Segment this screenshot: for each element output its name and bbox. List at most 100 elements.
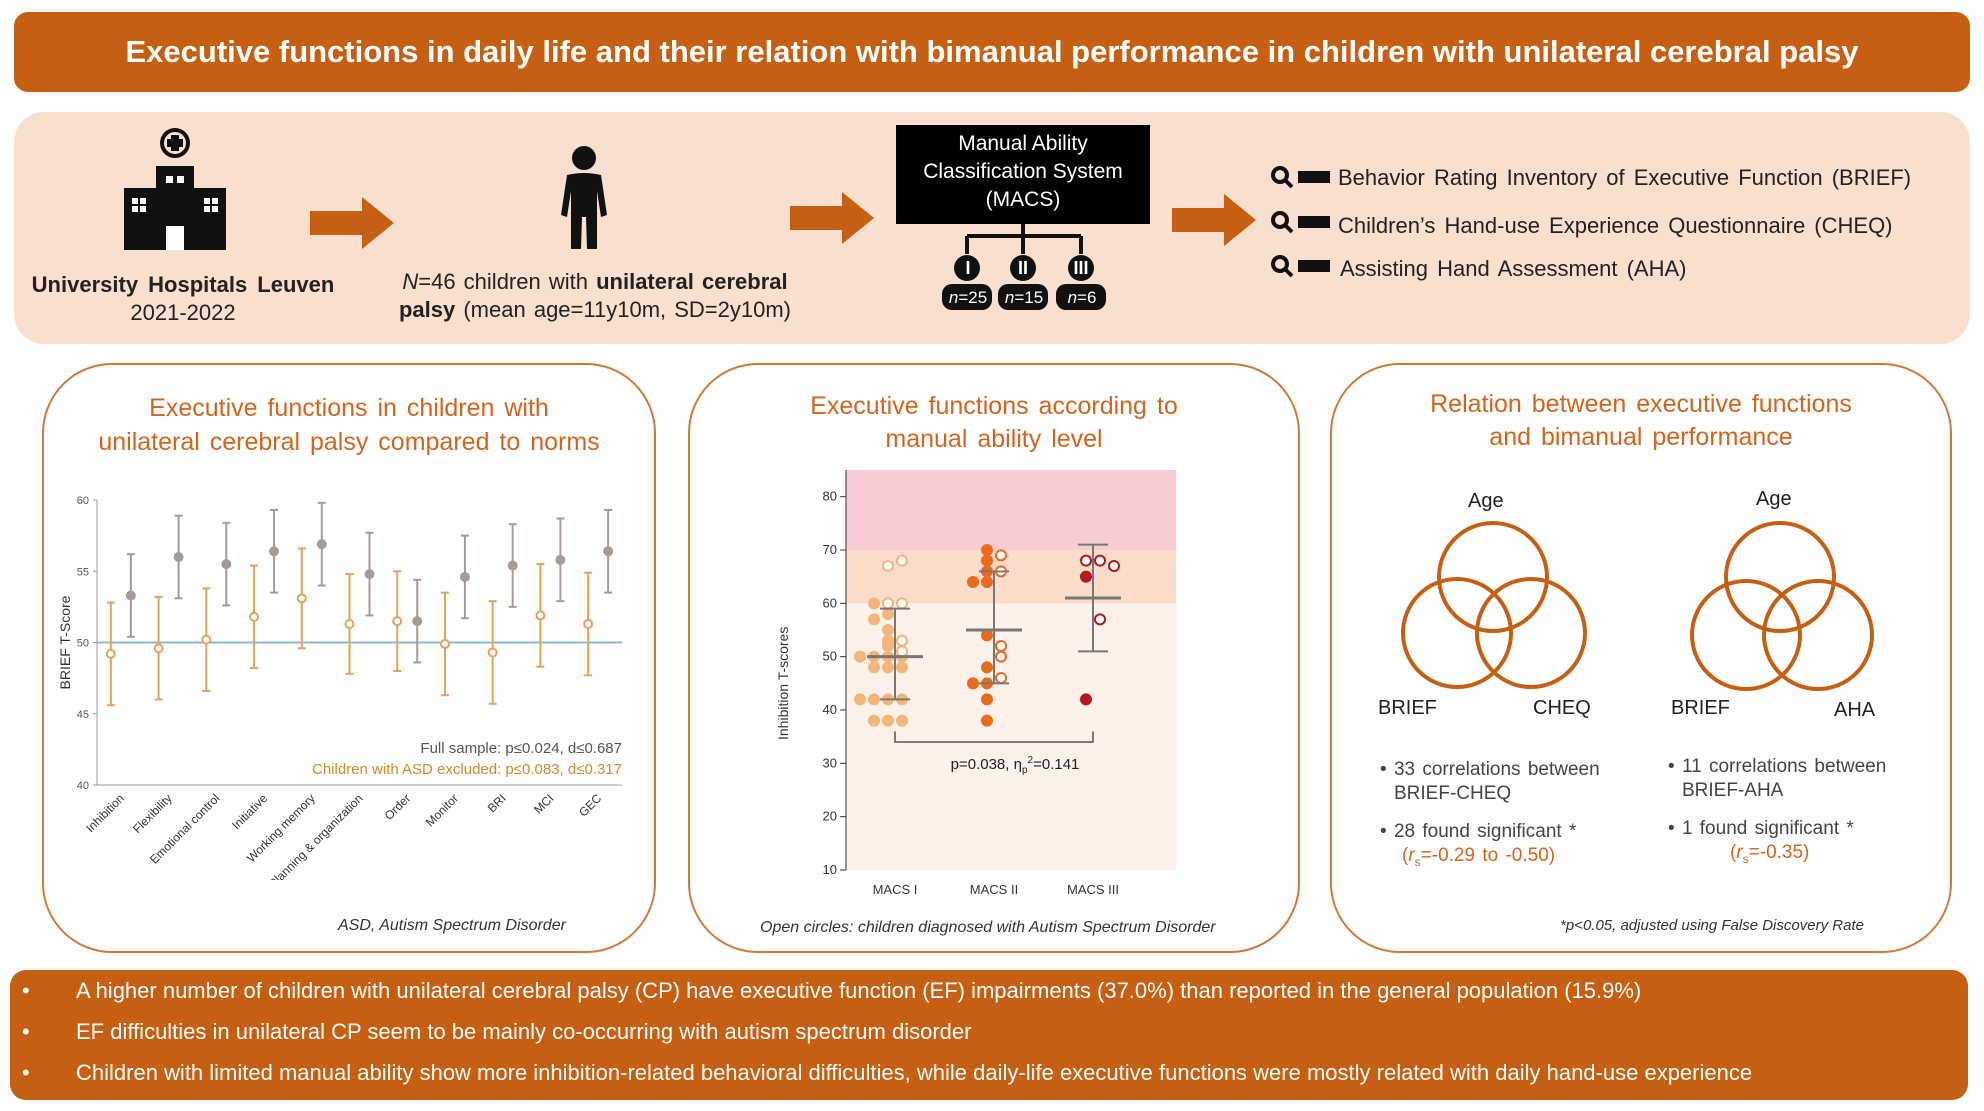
- panel3-title-line2: and bimanual performance: [1489, 423, 1793, 451]
- mean-point: [487, 647, 498, 658]
- data-point: [882, 661, 894, 674]
- x-tick-label: MACS II: [970, 882, 1018, 897]
- relations-bullets-cheq: • 33 correlations between BRIEF-CHEQ • 2…: [1380, 759, 1600, 869]
- hospital-years: 2021-2022: [130, 300, 236, 325]
- data-point: [981, 554, 993, 567]
- panel2-title-line1: Executive functions according to: [810, 392, 1178, 420]
- data-point: [981, 544, 993, 556]
- data-point: [854, 650, 866, 663]
- macs-line-3: (MACS): [985, 188, 1061, 211]
- y-tick-label: 30: [823, 755, 837, 770]
- venn2-label-aha: AHA: [1834, 699, 1876, 721]
- arrow-right-icon: [310, 197, 394, 249]
- macs-line-1: Manual Ability: [958, 132, 1088, 155]
- panel1-title-line2: unilateral cerebral palsy compared to no…: [98, 428, 600, 456]
- participants-line2: (mean age=11y10m, SD=2y10m): [463, 297, 792, 322]
- y-tick-label: 40: [77, 780, 89, 792]
- mean-point: [392, 616, 403, 627]
- mean-point: [364, 569, 375, 580]
- child-icon: [561, 146, 607, 249]
- data-point: [981, 661, 993, 674]
- data-point: [981, 693, 993, 706]
- data-point: [868, 661, 880, 674]
- venn1-label-cheq: CHEQ: [1533, 697, 1591, 719]
- mean-point: [583, 618, 594, 629]
- hospital-name: University Hospitals Leuven: [31, 272, 335, 297]
- asd-point: [995, 650, 1007, 663]
- mean-point: [507, 560, 518, 571]
- person-icon-macs-2: [998, 255, 1048, 310]
- mean-point: [296, 593, 307, 604]
- y-tick-label: 60: [77, 495, 89, 507]
- macs-level-3-n: n=6: [1067, 288, 1097, 307]
- assessment-cheq: Children’s Hand-use Experience Questionn…: [1338, 213, 1893, 238]
- mean-point: [603, 546, 614, 557]
- conclusion-bullet-1: •: [22, 978, 30, 1003]
- venn1-label-brief: BRIEF: [1378, 697, 1437, 719]
- conclusion-1: A higher number of children with unilate…: [76, 978, 1642, 1003]
- asd-point: [896, 634, 908, 647]
- macs-level-2-n: n=15: [1004, 288, 1044, 307]
- assessment-brief: Behavior Rating Inventory of Executive F…: [1338, 165, 1912, 190]
- panel2-title-line2: manual ability level: [885, 425, 1103, 453]
- chart1-stat-asd: Children with ASD excluded: p≤0.083, d≤0…: [312, 761, 622, 778]
- macs-tree-diagram: [942, 224, 1106, 310]
- panel3-footnote: *p<0.05, adjusted using False Discovery …: [1560, 917, 1864, 934]
- y-tick-label: 20: [823, 809, 837, 824]
- asd-point: [995, 672, 1007, 684]
- conclusion-bullet-3: •: [22, 1060, 30, 1085]
- arrow-right-icon: [790, 192, 874, 244]
- person-icon-macs-1: [942, 255, 992, 310]
- participants-bold1: unilateral cerebral: [596, 269, 788, 294]
- search-icon: [1271, 211, 1330, 234]
- data-point: [868, 714, 880, 727]
- macs-level-3-roman: III: [1073, 258, 1089, 278]
- y-tick-label: 40: [823, 702, 837, 717]
- mean-point: [173, 552, 184, 562]
- x-tick-label: Inhibition: [83, 791, 127, 835]
- panel1-title-line1: Executive functions in children with: [149, 394, 549, 422]
- macs-level-1-roman: I: [965, 258, 971, 278]
- asd-point: [1094, 554, 1106, 567]
- y-tick-label: 70: [823, 542, 837, 557]
- venn2-label-brief: BRIEF: [1671, 697, 1730, 719]
- assessment-aha: Assisting Hand Assessment (AHA): [1340, 256, 1687, 281]
- participants-n: N: [402, 269, 419, 294]
- venn-brief-aha: [1690, 521, 1874, 691]
- data-point: [967, 576, 979, 588]
- conclusion-3: Children with limited manual ability sho…: [76, 1060, 1753, 1085]
- data-point: [868, 597, 880, 610]
- data-point: [981, 576, 993, 588]
- asd-point: [995, 640, 1007, 652]
- significance-bracket: [894, 731, 1094, 743]
- x-tick-label: MACS III: [1067, 882, 1119, 897]
- asd-point: [1094, 613, 1106, 626]
- participants-bold2: palsy: [398, 297, 456, 322]
- participants-text: N=46 children with unilateral cerebral p…: [385, 268, 805, 324]
- data-point: [967, 677, 979, 690]
- mean-point: [105, 648, 116, 659]
- macs-line-2: Classification System: [923, 160, 1123, 183]
- panel2-footnote: Open circles: children diagnosed with Au…: [760, 919, 1216, 936]
- search-icon: [1271, 166, 1330, 189]
- mean-point: [269, 546, 280, 557]
- data-point: [896, 661, 908, 674]
- x-tick-label: Flexibility: [130, 791, 175, 836]
- data-point: [896, 714, 908, 727]
- y-tick-label: 80: [823, 489, 837, 504]
- conclusion-2: EF difficulties in unilateral CP seem to…: [76, 1019, 972, 1044]
- mean-point: [316, 539, 327, 550]
- y-tick-label: 50: [77, 638, 89, 650]
- mean-point: [535, 610, 546, 621]
- data-point: [868, 693, 880, 706]
- asd-point: [995, 549, 1007, 562]
- data-point: [882, 624, 894, 636]
- inhibition-by-macs-chart: 10 20 30 40 50 60 70 80 Inhibition T-scores MACS …: [775, 470, 1176, 897]
- search-icon: [1271, 255, 1330, 278]
- x-tick-label: Monitor: [423, 791, 461, 829]
- panel1-footnote: ASD, Autism Spectrum Disorder: [338, 917, 566, 934]
- y-axis-label: BRIEF T-Score: [57, 595, 73, 689]
- data-point: [868, 613, 880, 626]
- title-text: Executive functions in daily life and th…: [125, 34, 1859, 69]
- band-clinical: [846, 470, 1176, 550]
